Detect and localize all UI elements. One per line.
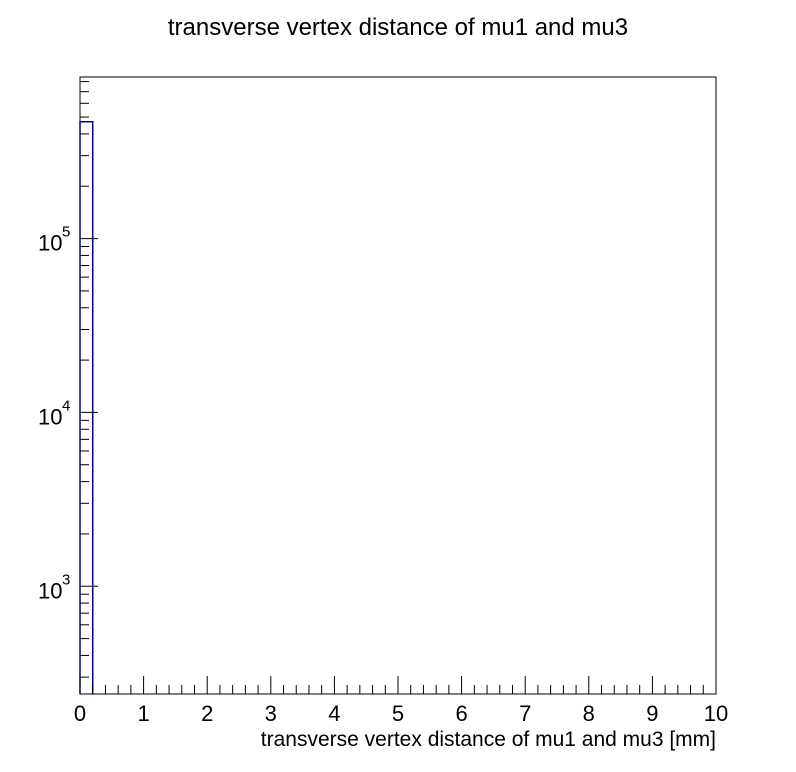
y-tick-label: 10 — [38, 404, 62, 429]
histogram-bin-0 — [79, 120, 94, 694]
x-tick-label: 2 — [201, 701, 213, 726]
x-tick-label: 3 — [265, 701, 277, 726]
y-tick-label: 10 — [38, 231, 62, 256]
x-axis: 0 1 2 3 4 5 6 7 8 9 10 — [74, 676, 728, 726]
chart-title: transverse vertex distance of mu1 and mu… — [168, 14, 628, 41]
y-tick-exponent: 5 — [62, 224, 70, 241]
y-tick-exponent: 4 — [62, 397, 70, 414]
x-tick-label: 5 — [392, 701, 404, 726]
x-tick-label: 7 — [519, 701, 531, 726]
x-tick-label: 9 — [646, 701, 658, 726]
x-tick-label: 0 — [74, 701, 86, 726]
x-tick-label: 4 — [328, 701, 340, 726]
x-tick-label: 1 — [137, 701, 149, 726]
histogram-bars — [79, 120, 94, 694]
x-tick-label: 10 — [704, 701, 728, 726]
y-tick-label: 10 — [38, 578, 62, 603]
plot-frame — [79, 76, 717, 695]
y-tick-exponent: 3 — [62, 571, 70, 588]
x-axis-title: transverse vertex distance of mu1 and mu… — [261, 728, 716, 751]
x-tick-label: 6 — [455, 701, 467, 726]
x-tick-label: 8 — [583, 701, 595, 726]
